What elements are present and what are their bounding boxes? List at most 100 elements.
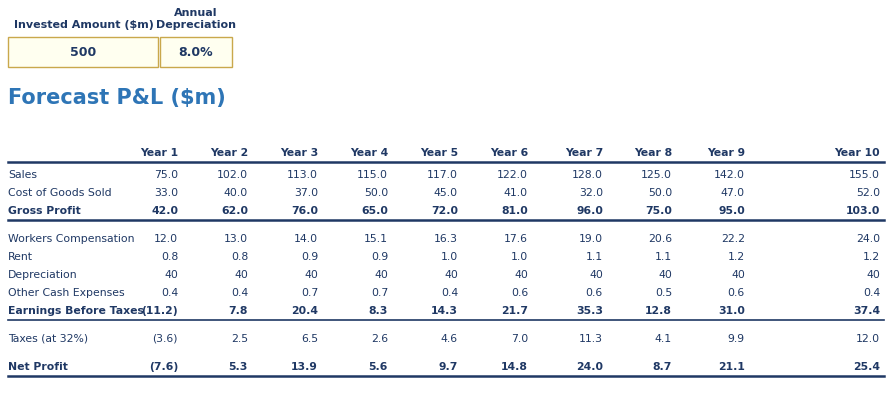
Text: 117.0: 117.0 bbox=[427, 170, 458, 180]
Text: 115.0: 115.0 bbox=[357, 170, 388, 180]
Text: 500: 500 bbox=[70, 46, 96, 59]
Text: Forecast P&L ($m): Forecast P&L ($m) bbox=[8, 88, 226, 108]
Text: 15.1: 15.1 bbox=[364, 234, 388, 243]
Text: 41.0: 41.0 bbox=[504, 188, 528, 198]
Text: Rent: Rent bbox=[8, 252, 33, 261]
Text: 14.3: 14.3 bbox=[431, 305, 458, 315]
Text: 8.3: 8.3 bbox=[368, 305, 388, 315]
Text: 40: 40 bbox=[589, 270, 603, 279]
Text: 37.4: 37.4 bbox=[853, 305, 880, 315]
Text: 14.8: 14.8 bbox=[501, 361, 528, 371]
Text: Year 8: Year 8 bbox=[634, 148, 672, 157]
Text: 1.1: 1.1 bbox=[655, 252, 672, 261]
Text: 20.4: 20.4 bbox=[291, 305, 318, 315]
Text: 4.6: 4.6 bbox=[441, 333, 458, 343]
Text: 24.0: 24.0 bbox=[576, 361, 603, 371]
Text: Year 7: Year 7 bbox=[565, 148, 603, 157]
Text: 76.0: 76.0 bbox=[291, 205, 318, 216]
Text: Invested Amount ($m): Invested Amount ($m) bbox=[14, 20, 154, 30]
Text: 12.0: 12.0 bbox=[154, 234, 178, 243]
Text: 35.3: 35.3 bbox=[576, 305, 603, 315]
Text: 0.7: 0.7 bbox=[301, 287, 318, 297]
Text: Year 5: Year 5 bbox=[420, 148, 458, 157]
Text: 81.0: 81.0 bbox=[501, 205, 528, 216]
Text: 0.6: 0.6 bbox=[728, 287, 745, 297]
Text: Net Profit: Net Profit bbox=[8, 361, 68, 371]
Text: Annual: Annual bbox=[174, 8, 218, 18]
Text: 0.6: 0.6 bbox=[511, 287, 528, 297]
Text: 22.2: 22.2 bbox=[721, 234, 745, 243]
Text: 40: 40 bbox=[234, 270, 248, 279]
Text: (11.2): (11.2) bbox=[141, 305, 178, 315]
Text: 113.0: 113.0 bbox=[287, 170, 318, 180]
Text: Depreciation: Depreciation bbox=[156, 20, 236, 30]
Text: Cost of Goods Sold: Cost of Goods Sold bbox=[8, 188, 112, 198]
Text: 102.0: 102.0 bbox=[217, 170, 248, 180]
Text: 42.0: 42.0 bbox=[151, 205, 178, 216]
Text: 21.7: 21.7 bbox=[501, 305, 528, 315]
Text: 72.0: 72.0 bbox=[431, 205, 458, 216]
Text: 0.4: 0.4 bbox=[863, 287, 880, 297]
Text: 0.5: 0.5 bbox=[655, 287, 672, 297]
Text: 9.7: 9.7 bbox=[439, 361, 458, 371]
Text: 40: 40 bbox=[731, 270, 745, 279]
Text: 12.8: 12.8 bbox=[645, 305, 672, 315]
Text: Depreciation: Depreciation bbox=[8, 270, 78, 279]
Text: 25.4: 25.4 bbox=[853, 361, 880, 371]
Text: 0.4: 0.4 bbox=[161, 287, 178, 297]
Text: 75.0: 75.0 bbox=[154, 170, 178, 180]
Text: Year 9: Year 9 bbox=[706, 148, 745, 157]
Text: Other Cash Expenses: Other Cash Expenses bbox=[8, 287, 125, 297]
Text: 1.0: 1.0 bbox=[441, 252, 458, 261]
Text: 9.9: 9.9 bbox=[728, 333, 745, 343]
Text: 14.0: 14.0 bbox=[293, 234, 318, 243]
Text: Year 2: Year 2 bbox=[210, 148, 248, 157]
Text: 32.0: 32.0 bbox=[579, 188, 603, 198]
Text: 37.0: 37.0 bbox=[293, 188, 318, 198]
Text: 8.7: 8.7 bbox=[653, 361, 672, 371]
Text: 0.4: 0.4 bbox=[231, 287, 248, 297]
Text: 155.0: 155.0 bbox=[849, 170, 880, 180]
Text: 0.9: 0.9 bbox=[301, 252, 318, 261]
Text: 47.0: 47.0 bbox=[721, 188, 745, 198]
Text: Year 6: Year 6 bbox=[490, 148, 528, 157]
Text: Earnings Before Taxes: Earnings Before Taxes bbox=[8, 305, 144, 315]
Text: Year 3: Year 3 bbox=[280, 148, 318, 157]
Text: Workers Compensation: Workers Compensation bbox=[8, 234, 135, 243]
Text: 20.6: 20.6 bbox=[648, 234, 672, 243]
Text: 0.8: 0.8 bbox=[231, 252, 248, 261]
Text: (3.6): (3.6) bbox=[153, 333, 178, 343]
Text: 103.0: 103.0 bbox=[846, 205, 880, 216]
Text: Year 10: Year 10 bbox=[834, 148, 880, 157]
Text: 50.0: 50.0 bbox=[364, 188, 388, 198]
Text: 65.0: 65.0 bbox=[361, 205, 388, 216]
Text: 52.0: 52.0 bbox=[856, 188, 880, 198]
Text: 40: 40 bbox=[658, 270, 672, 279]
Text: 40: 40 bbox=[866, 270, 880, 279]
Text: 12.0: 12.0 bbox=[856, 333, 880, 343]
Text: 142.0: 142.0 bbox=[714, 170, 745, 180]
Text: 95.0: 95.0 bbox=[718, 205, 745, 216]
Text: 2.5: 2.5 bbox=[231, 333, 248, 343]
Text: 17.6: 17.6 bbox=[504, 234, 528, 243]
Text: Gross Profit: Gross Profit bbox=[8, 205, 81, 216]
Text: Year 4: Year 4 bbox=[350, 148, 388, 157]
Text: 1.2: 1.2 bbox=[863, 252, 880, 261]
Text: 40: 40 bbox=[374, 270, 388, 279]
Text: 0.9: 0.9 bbox=[371, 252, 388, 261]
Text: 125.0: 125.0 bbox=[641, 170, 672, 180]
Text: 31.0: 31.0 bbox=[718, 305, 745, 315]
Text: 19.0: 19.0 bbox=[579, 234, 603, 243]
Text: (7.6): (7.6) bbox=[149, 361, 178, 371]
Text: 0.7: 0.7 bbox=[371, 287, 388, 297]
Text: 33.0: 33.0 bbox=[154, 188, 178, 198]
Text: 13.0: 13.0 bbox=[224, 234, 248, 243]
Text: Sales: Sales bbox=[8, 170, 37, 180]
Text: 24.0: 24.0 bbox=[856, 234, 880, 243]
Text: 13.9: 13.9 bbox=[291, 361, 318, 371]
Text: 5.3: 5.3 bbox=[228, 361, 248, 371]
Text: 122.0: 122.0 bbox=[497, 170, 528, 180]
FancyBboxPatch shape bbox=[8, 38, 158, 68]
Text: 0.8: 0.8 bbox=[161, 252, 178, 261]
Text: 16.3: 16.3 bbox=[434, 234, 458, 243]
